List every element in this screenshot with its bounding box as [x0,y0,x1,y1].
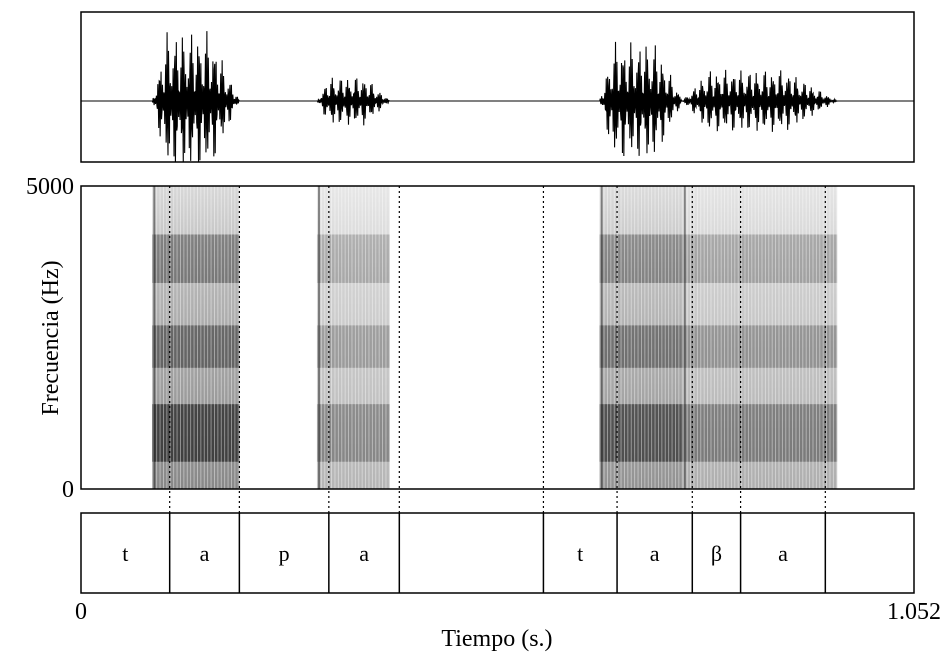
formant-band [682,234,838,283]
y-tick-label-max: 5000 [26,174,74,200]
formant-band [599,234,683,283]
segment-label: t [577,541,583,566]
segment-label: t [122,541,128,566]
formant-band [682,325,838,368]
spectrogram-frame [80,185,915,490]
x-axis-label: Tiempo (s.) [441,626,552,652]
voiced-energy [682,186,838,489]
y-axis-label: Frecuencia (Hz) [38,260,64,415]
spectrogram-panel: 5000 0 Frecuencia (Hz) [26,174,915,513]
segment-label: a [200,541,210,566]
waveform-panel [80,11,915,163]
x-tick-label-min: 0 [75,599,87,625]
formant-band [682,404,838,462]
formant-band [152,325,240,368]
waveform-trace [81,31,914,162]
formant-band [152,404,240,462]
y-tick-label-min: 0 [62,477,74,503]
formant-band [152,234,240,283]
x-tick-label-max: 1.052 [887,599,941,625]
segment-label: a [650,541,660,566]
spectrogram-energy [152,186,838,489]
segment-label: a [359,541,369,566]
segmentation-frame [80,512,915,594]
waveform-path [81,31,914,162]
formant-band [599,404,683,462]
voiced-energy [599,186,683,489]
formant-band [599,325,683,368]
segment-label: p [279,541,290,566]
segment-label: a [778,541,788,566]
segment-label: β [711,541,722,566]
